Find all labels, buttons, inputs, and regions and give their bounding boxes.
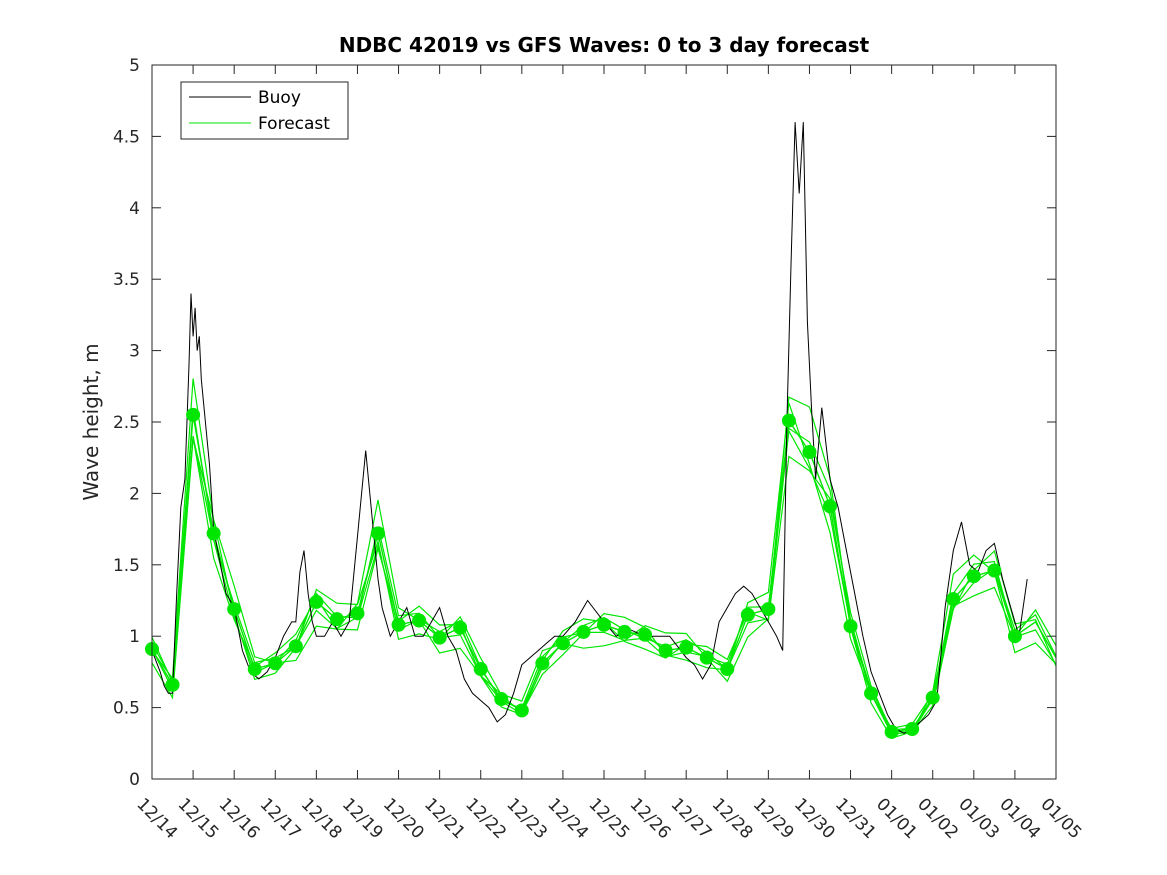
forecast-point: [206, 526, 221, 541]
forecast-point: [391, 617, 406, 632]
forecast-point: [597, 617, 611, 632]
forecast-point: [268, 656, 283, 671]
forecast-point: [987, 563, 1002, 578]
y-axis-ticks: 0 0.5 1 1.5 2 2.5 3 3.5 4 4.5 5: [113, 56, 1056, 790]
forecast-point: [1007, 629, 1022, 644]
forecast-point: [905, 722, 920, 737]
marker-layer: [145, 407, 1022, 739]
forecast-point: [329, 612, 344, 627]
forecast-point: [720, 662, 735, 677]
chart-title: NDBC 42019 vs GFS Waves: 0 to 3 day fore…: [339, 33, 870, 57]
y-axis-title: Wave height, m: [79, 343, 103, 500]
forecast-point: [699, 650, 714, 665]
forecast-point: [473, 662, 488, 677]
y-tick-label: 3: [129, 342, 140, 362]
forecast-point: [864, 686, 879, 701]
forecast-point: [555, 636, 570, 651]
forecast-point: [761, 602, 776, 617]
forecast-point: [412, 613, 427, 628]
y-tick-label: 0.5: [113, 699, 140, 719]
forecast-point: [658, 643, 673, 658]
forecast-point: [494, 692, 509, 707]
forecast-point: [946, 592, 961, 607]
legend-forecast-label: Forecast: [258, 114, 330, 134]
forecast-point: [165, 677, 180, 692]
forecast-point: [617, 624, 632, 639]
legend-box: [180, 81, 349, 140]
y-tick-label: 3.5: [113, 270, 140, 290]
forecast-point: [227, 602, 242, 617]
forecast-point: [186, 407, 201, 422]
forecast-point: [535, 656, 550, 671]
forecast-run-line: [151, 396, 1057, 739]
y-tick-label: 1.5: [113, 556, 140, 576]
forecast-point: [350, 606, 365, 621]
forecast-point: [925, 690, 940, 705]
forecast-point: [679, 640, 694, 655]
plot-area: [152, 65, 1056, 779]
y-tick-label: 4: [129, 199, 140, 219]
y-tick-label: 2: [129, 484, 140, 504]
forecast-point: [371, 526, 385, 541]
forecast-point: [823, 499, 837, 514]
y-tick-label: 5: [129, 56, 140, 76]
y-tick-label: 4.5: [113, 127, 140, 147]
forecast-point: [514, 703, 529, 718]
y-tick-label: 2.5: [113, 413, 140, 433]
forecast-point: [966, 569, 981, 584]
forecast-point: [884, 724, 899, 739]
forecast-point: [576, 624, 591, 639]
forecast-point: [802, 444, 817, 459]
forecast-point: [309, 594, 324, 609]
forecast-point: [432, 630, 447, 645]
forecast-point: [247, 662, 262, 677]
y-tick-label: 0: [129, 770, 140, 790]
forecast-run-line: [151, 378, 1057, 730]
legend-buoy-label: Buoy: [258, 88, 301, 108]
forecast-point: [781, 413, 796, 428]
legend: Buoy Forecast: [180, 81, 349, 140]
forecast-point: [288, 639, 303, 654]
y-tick-label: 1: [129, 627, 140, 647]
forecast-point: [453, 620, 468, 635]
forecast-point: [638, 627, 653, 642]
forecast-point: [740, 607, 755, 622]
forecast-point: [843, 619, 858, 634]
